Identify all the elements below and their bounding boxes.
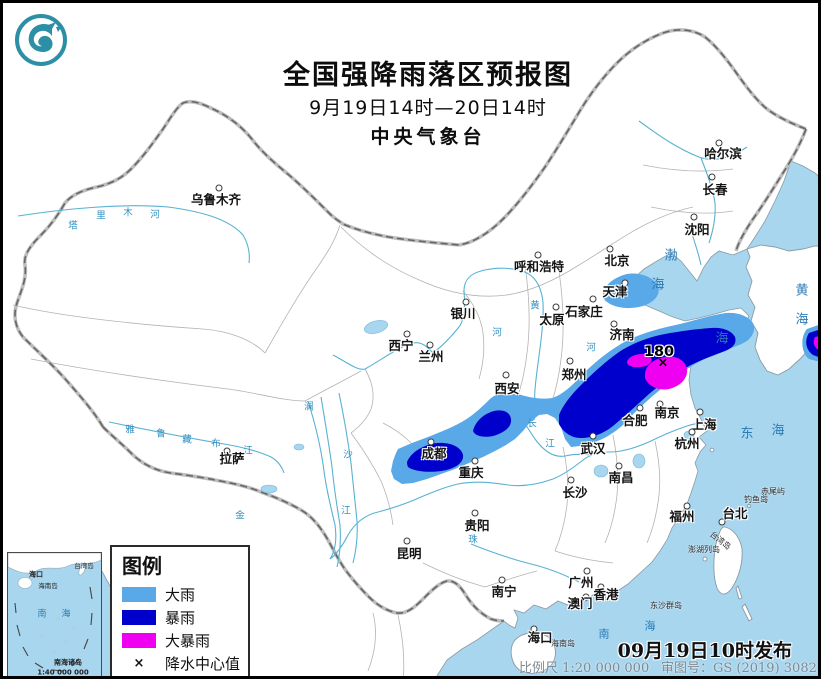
legend-title: 图例: [122, 554, 162, 578]
legend-item-center-value: × 降水中心值: [122, 655, 240, 673]
center-marker-symbol: ×: [133, 655, 145, 671]
jinsha-river: [307, 400, 459, 560]
inset-nine-dash-line: [14, 586, 93, 672]
country-border-layer: [13, 28, 808, 623]
qinghai-lake: [364, 320, 388, 334]
legend-item-rainstorm: 暴雨: [122, 609, 240, 627]
rainstorm-swatch: [122, 609, 156, 625]
rain-layer: [391, 273, 818, 484]
inset-map: [8, 553, 101, 672]
rainstorm-northeast-of-chengdu: [473, 410, 512, 437]
inset-label: 台湾岛: [74, 561, 94, 570]
extreme-rainstorm-swatch: [122, 632, 156, 648]
inset-label: 南海诸岛: [54, 658, 82, 667]
heavy-rain-swatch: [122, 586, 156, 602]
hainan-island: [510, 632, 556, 674]
tai-lake: [683, 430, 695, 440]
inset-mainland: [8, 553, 101, 574]
yangtze-river: [457, 423, 704, 487]
inset-label: 南: [37, 609, 47, 620]
tsangpo-river: [108, 421, 285, 474]
lancang-river: [320, 396, 341, 568]
songhua-river: [700, 157, 716, 244]
inset-hainan: [17, 577, 33, 589]
inset-islets: [40, 609, 76, 653]
penghu-islet: [702, 556, 708, 562]
diaoyu-islet: [747, 504, 751, 508]
legend-item-extreme-rainstorm: 大暴雨: [122, 632, 240, 650]
map-scale: 比例尺 1:20 000 000: [519, 661, 650, 676]
heavy-rain-tianjin: [603, 273, 659, 309]
rainstorm-edge-patch: [806, 330, 818, 357]
heilong-river: [638, 120, 748, 160]
province-border-layer: [12, 164, 734, 676]
inset-label: 海南岛: [38, 581, 58, 590]
nu-river: [338, 392, 358, 564]
south-china-sea-inset: 台湾岛海口海南岛南 海南海诸岛 1:40 000 000: [7, 552, 102, 677]
rainstorm-main: [559, 327, 736, 438]
korea-peninsula: [745, 244, 818, 376]
island-layer: [510, 244, 818, 674]
inset-label: 海口: [29, 570, 43, 579]
taiwan-island: [713, 526, 743, 595]
extreme-rain-edge-patch: [813, 336, 818, 350]
river-layer: [17, 120, 748, 583]
lake-layer: [260, 320, 695, 494]
rainstorm-chengdu: [407, 442, 464, 472]
zhoushan-islet: [709, 447, 715, 453]
inset-label: 海: [61, 609, 71, 620]
china-map: [12, 28, 818, 676]
extreme-rain-main: [645, 356, 688, 390]
issue-time: 09月19日10时发布: [617, 640, 792, 662]
ryukyu-sliver-2: [741, 603, 753, 622]
chiwei-islet: [764, 495, 768, 499]
pearl-river: [470, 543, 580, 583]
legend-item-heavy-rain: 大雨: [122, 586, 240, 604]
legend-box: 图例 大雨 暴雨 大暴雨 × 降水中心值: [110, 545, 250, 676]
cma-logo-icon: [15, 14, 67, 66]
dongting-lake: [593, 464, 609, 478]
forecast-time-range: 9月19日14时—20日14时: [309, 97, 547, 119]
ryukyu-sliver-1: [735, 585, 743, 600]
map-approval-number: 审图号：GS (2019) 3082号: [661, 661, 817, 676]
inset-taiwan: [78, 564, 86, 576]
inset-label: 1:40 000 000: [37, 668, 89, 677]
page-title: 全国强降雨落区预报图: [283, 60, 573, 91]
liao-river: [690, 230, 702, 266]
poyang-lake: [632, 453, 646, 469]
extreme-rain-small: [627, 354, 652, 368]
tarim-river: [17, 205, 250, 264]
inset-label-layer: 台湾岛海口海南岛南 海南海诸岛 1:40 000 000: [8, 553, 101, 677]
agency-name: 中央气象台: [370, 126, 486, 148]
